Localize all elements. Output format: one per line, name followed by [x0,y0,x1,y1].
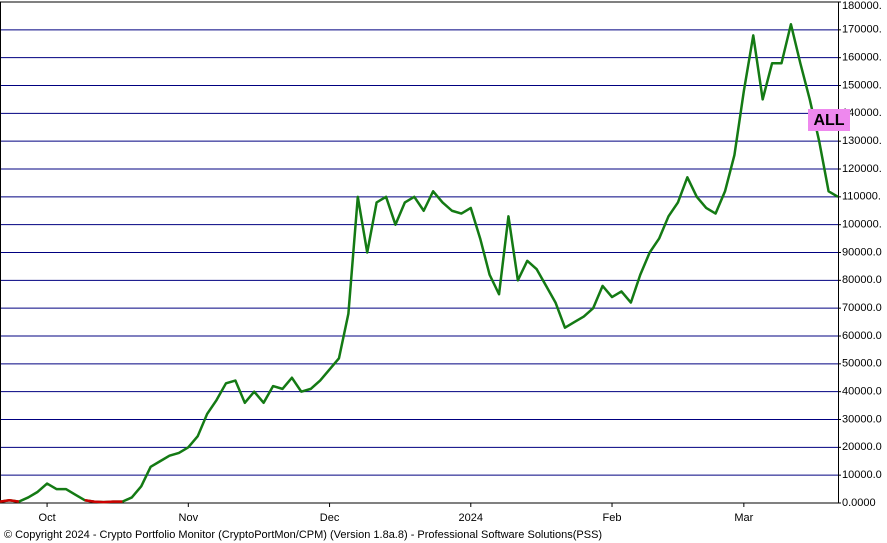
y-tick-label: 50000.0 [842,358,882,370]
x-tick-label: Mar [734,512,753,524]
y-tick-label: 40000.0 [842,386,882,398]
footer: © Copyright 2024 - Crypto Portfolio Moni… [4,529,602,541]
y-tick-label: 0.0000 [842,497,876,509]
series-line [0,498,20,503]
badge: ALL [813,112,844,129]
y-tick-label: 140000. [842,107,882,119]
y-tick-label: 70000.0 [842,302,882,314]
y-tick-label: 160000. [842,52,882,64]
series-line [84,498,123,504]
y-tick-label: 170000. [842,24,882,36]
x-tick-label: Dec [320,512,340,524]
y-tick-label: 30000.0 [842,413,882,425]
y-tick-label: 80000.0 [842,274,882,286]
y-tick-label: 110000. [842,191,881,203]
y-tick-label: 20000.0 [842,441,882,453]
y-tick-label: 120000. [842,163,882,175]
x-tick-label: Nov [179,512,199,524]
x-tick-label: 2024 [459,512,483,524]
y-tick-label: 180000. [842,0,882,12]
y-tick-label: 60000.0 [842,330,882,342]
x-tick-label: Oct [39,512,56,524]
y-tick-label: 10000.0 [842,469,882,481]
series-line [0,23,839,504]
plot-border [0,1,839,504]
y-tick-label: 90000.0 [842,246,882,258]
y-tick-label: 100000. [842,219,882,231]
badge-bg [808,109,850,131]
x-tick-label: Feb [603,512,622,524]
y-tick-label: 130000. [842,135,882,147]
y-tick-label: 150000. [842,79,882,91]
